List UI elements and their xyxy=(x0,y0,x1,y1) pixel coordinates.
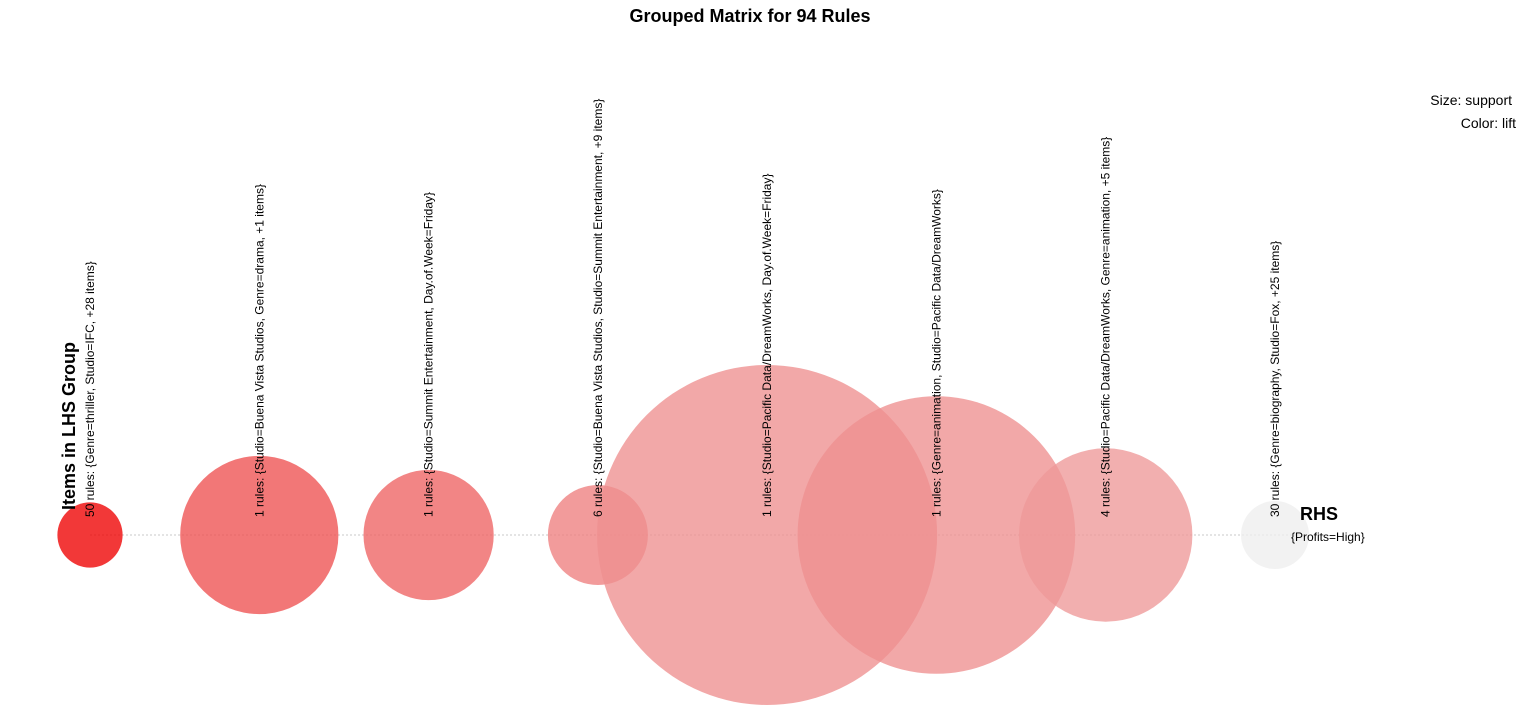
lhs-group-label: 1 rules: {Genre=animation, Studio=Pacifi… xyxy=(929,189,943,517)
lhs-group-label: 50 rules: {Genre=thriller, Studio=IFC, +… xyxy=(83,261,97,517)
lhs-group-label: 30 rules: {Genre=biography, Studio=Fox, … xyxy=(1268,241,1282,517)
x-axis-title: Items in LHS Group xyxy=(59,342,79,510)
lhs-group-label: 4 rules: {Studio=Pacific Data/DreamWorks… xyxy=(1099,137,1113,517)
lhs-group-label: 1 rules: {Studio=Buena Vista Studios, Ge… xyxy=(252,184,266,517)
rule-group-bubble xyxy=(1241,501,1309,569)
size-legend-label: Size: support xyxy=(1430,92,1512,108)
group-label-layer: 50 rules: {Genre=thriller, Studio=IFC, +… xyxy=(83,99,1282,517)
rule-group-bubble xyxy=(797,396,1076,674)
rule-group-bubble xyxy=(57,502,123,568)
rule-group-bubble xyxy=(363,469,494,601)
rhs-axis-title: RHS xyxy=(1300,504,1338,524)
chart-title: Grouped Matrix for 94 Rules xyxy=(629,6,870,26)
rhs-label-layer: {Profits=High} xyxy=(1291,530,1365,544)
rhs-item-label: {Profits=High} xyxy=(1291,530,1365,544)
lhs-group-label: 1 rules: {Studio=Summit Entertainment, D… xyxy=(422,192,436,517)
lhs-group-label: 1 rules: {Studio=Pacific Data/DreamWorks… xyxy=(760,174,774,517)
rule-group-bubble xyxy=(1018,448,1193,622)
rule-group-bubble xyxy=(180,455,339,615)
bubble-layer xyxy=(57,365,1309,705)
color-legend-label: Color: lift xyxy=(1461,115,1516,131)
lhs-group-label: 6 rules: {Studio=Buena Vista Studios, St… xyxy=(591,99,605,517)
